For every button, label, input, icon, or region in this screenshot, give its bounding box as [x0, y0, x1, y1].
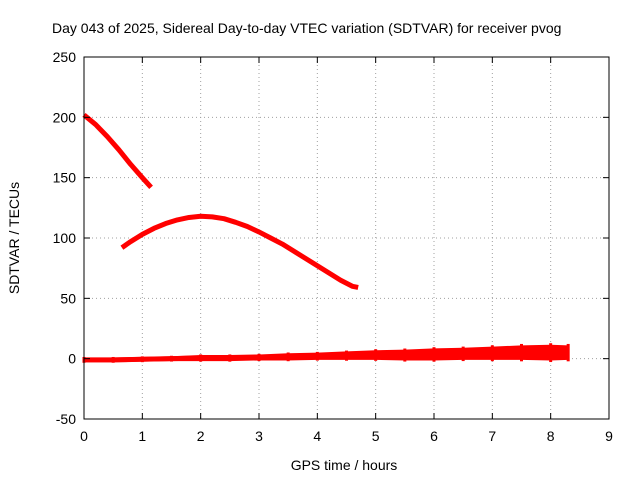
y-tick-label: -50	[56, 411, 76, 427]
grid	[84, 57, 609, 419]
x-tick-label: 9	[605, 428, 613, 444]
x-tick-label: 2	[197, 428, 205, 444]
y-tick-label: 150	[53, 170, 77, 186]
x-axis-label: GPS time / hours	[291, 457, 398, 473]
y-tick-label: 250	[53, 49, 77, 65]
x-tick-label: 3	[255, 428, 263, 444]
x-axis-ticks: 0 1 2 3 4 5 6 7 8 9	[80, 57, 613, 444]
y-axis-ticks: -50 0 50 100 150 200 250	[53, 49, 609, 427]
series-baseline-band	[82, 343, 570, 363]
series-line	[82, 112, 153, 189]
x-tick-label: 0	[80, 428, 88, 444]
y-tick-label: 100	[53, 230, 77, 246]
series-layer	[82, 112, 570, 363]
x-tick-label: 8	[547, 428, 555, 444]
x-tick-label: 6	[430, 428, 438, 444]
x-tick-label: 1	[138, 428, 146, 444]
y-tick-label: 200	[53, 109, 77, 125]
series-line	[120, 213, 359, 290]
y-tick-label: 50	[60, 290, 76, 306]
y-axis-label: SDTVAR / TECUs	[6, 182, 22, 294]
x-tick-label: 4	[313, 428, 321, 444]
series-arc-1	[82, 112, 153, 189]
x-tick-label: 5	[372, 428, 380, 444]
series-arc-2	[120, 213, 359, 290]
y-tick-label: 0	[68, 351, 76, 367]
plot-frame	[83, 56, 610, 420]
x-tick-label: 7	[488, 428, 496, 444]
chart-title: Day 043 of 2025, Sidereal Day-to-day VTE…	[52, 20, 561, 36]
series-line	[84, 350, 569, 363]
